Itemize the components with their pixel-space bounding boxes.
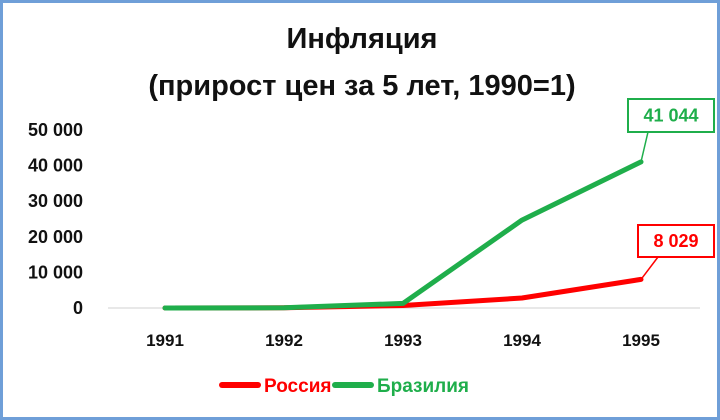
legend-item-2: Бразилия [332,376,469,397]
x-tick-label: 1992 [265,331,303,350]
series-line-2 [162,159,644,311]
data-callouts: 8 029 41 044 [627,98,715,280]
y-axis-ticks: 0 10 000 20 000 30 000 40 000 50 000 [28,120,83,318]
y-tick-label: 40 000 [28,156,83,176]
legend-label: Бразилия [377,376,469,397]
chart-title-line-1: Инфляция [287,23,438,55]
callout-1: 8 029 [637,224,715,280]
callout-label: 8 029 [653,231,698,251]
legend-item-1: Россия [219,376,331,397]
x-tick-label: 1993 [384,331,422,350]
legend: Россия Бразилия [219,376,469,397]
callout-label: 41 044 [643,106,698,126]
series-lines [162,159,644,311]
callout-2: 41 044 [627,98,715,163]
y-tick-label: 0 [73,298,83,318]
chart-title-line-2: (прирост цен за 5 лет, 1990=1) [148,70,575,102]
y-tick-label: 20 000 [28,227,83,247]
x-tick-label: 1991 [146,331,184,350]
callout-leader-line [640,131,649,163]
callout-leader-line [640,256,659,280]
x-tick-label: 1994 [503,331,541,350]
callout-box [627,98,715,133]
y-tick-label: 10 000 [28,262,83,282]
x-tick-label: 1995 [622,331,660,350]
legend-label: Россия [264,376,331,397]
y-tick-label: 30 000 [28,191,83,211]
chart-title: Инфляция (прирост цен за 5 лет, 1990=1) [148,23,575,102]
callout-box [637,224,715,258]
y-tick-label: 50 000 [28,120,83,140]
x-axis-ticks: 1991 1992 1993 1994 1995 [146,331,660,350]
